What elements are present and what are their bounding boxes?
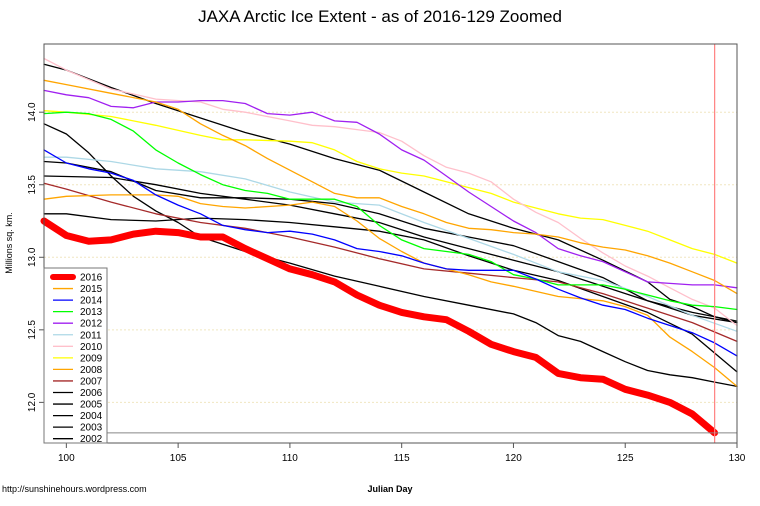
legend-label-2014: 2014	[80, 296, 103, 307]
y-axis-label: Millions sq. km.	[4, 212, 14, 274]
series-line-2015	[43, 79, 738, 295]
series-lines	[40, 57, 738, 437]
legend-label-2013: 2013	[80, 307, 103, 318]
chart-title: JAXA Arctic Ice Extent - as of 2016-129 …	[198, 7, 562, 26]
footer-url[interactable]: http://sunshinehours.wordpress.com	[2, 484, 147, 494]
series-line-2003	[43, 213, 738, 373]
x-tick-label: 130	[729, 453, 746, 464]
series-line-2002	[43, 175, 738, 322]
legend-label-2006: 2006	[80, 388, 103, 399]
series-line-2008	[43, 194, 738, 388]
y-tick-label: 12.5	[27, 320, 38, 340]
series-line-2014	[43, 149, 738, 357]
legend-label-2010: 2010	[80, 342, 103, 353]
y-axis: 12.0 12.5 13.0 13.5 14.0	[27, 102, 44, 412]
y-tick-label: 12.0	[27, 392, 38, 412]
x-axis-label: Julian Day	[367, 484, 412, 494]
series-line-2009	[43, 110, 738, 264]
x-axis: 100 105 110 115 120 125 130	[58, 443, 746, 464]
y-tick-label: 13.5	[27, 175, 38, 195]
markers	[44, 44, 737, 443]
legend-label-2004: 2004	[80, 411, 103, 422]
plot-frame	[43, 43, 738, 444]
legend-box	[43, 267, 108, 444]
x-tick-label: 105	[170, 453, 187, 464]
series-line-2016	[40, 217, 719, 437]
legend-label-2009: 2009	[80, 353, 103, 364]
series-line-2011	[43, 156, 738, 332]
legend-label-2008: 2008	[80, 365, 103, 376]
legend-label-2007: 2007	[80, 376, 103, 387]
legend-label-2005: 2005	[80, 400, 103, 411]
x-tick-label: 100	[58, 453, 75, 464]
y-tick-label: 13.0	[27, 247, 38, 267]
legend-label-2015: 2015	[80, 284, 103, 295]
series-line-2012	[43, 89, 738, 289]
series-line-2007	[43, 182, 738, 343]
x-tick-label: 120	[505, 453, 522, 464]
x-tick-label: 115	[394, 453, 410, 464]
legend: 2016201520142013201220112010200920082007…	[43, 267, 108, 445]
series-line-2013	[43, 111, 738, 311]
legend-label-2002: 2002	[80, 434, 103, 445]
legend-label-2003: 2003	[80, 423, 103, 434]
series-line-2010	[43, 57, 738, 327]
x-tick-label: 125	[617, 453, 634, 464]
grid	[44, 111, 737, 403]
series-line-2004	[43, 160, 738, 324]
series-line-2006	[43, 63, 738, 324]
x-tick-label: 110	[282, 453, 298, 464]
legend-label-2012: 2012	[80, 319, 103, 330]
legend-label-2011: 2011	[80, 330, 102, 341]
series-line-2005	[43, 123, 738, 388]
y-tick-label: 14.0	[27, 102, 38, 122]
legend-label-2016: 2016	[80, 273, 103, 284]
